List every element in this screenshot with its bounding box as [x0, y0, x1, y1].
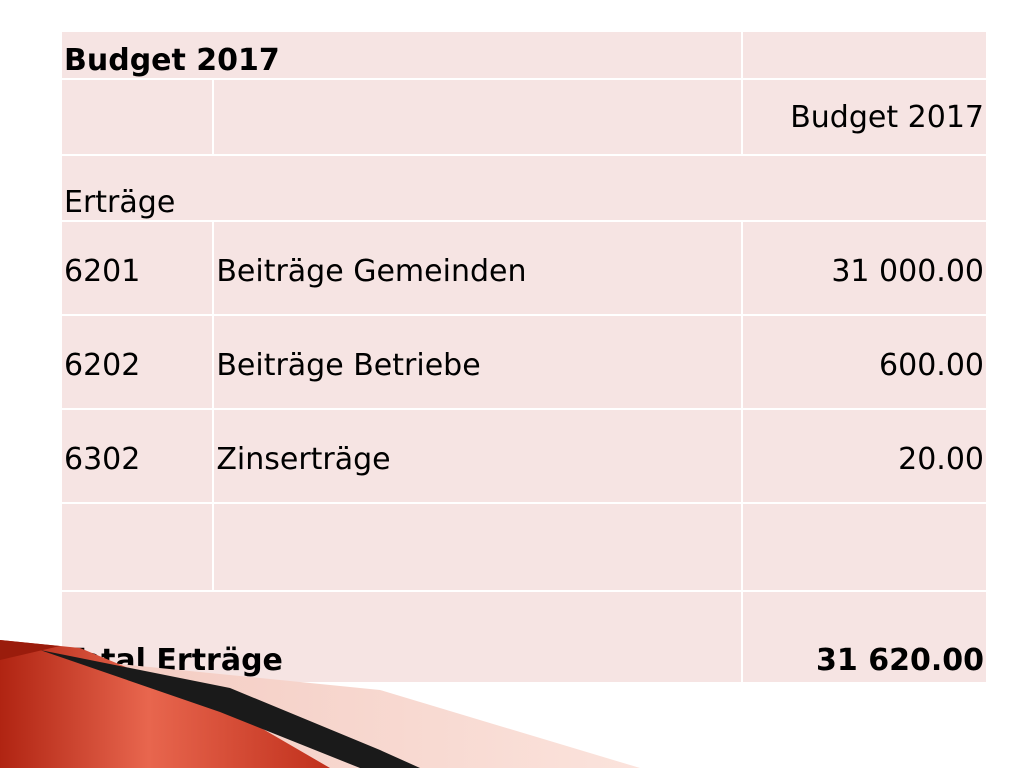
account-amount: 600.00: [741, 314, 988, 410]
table-row: 6201 Beiträge Gemeinden 31 000.00: [59, 220, 988, 316]
empty-cell: [212, 502, 744, 592]
empty-cell: [59, 78, 215, 156]
empty-cell: [741, 502, 988, 592]
section-label: Erträge: [60, 154, 988, 222]
total-amount: 31 620.00: [741, 590, 988, 684]
decorative-dark-band: [40, 650, 420, 768]
table-row: 6202 Beiträge Betriebe 600.00: [59, 314, 988, 410]
account-description: Zinserträge: [212, 408, 744, 504]
decorative-red-band: [0, 640, 330, 768]
account-number: 6302: [59, 408, 215, 504]
account-amount: 20.00: [741, 408, 988, 504]
empty-cell: [59, 502, 215, 592]
account-number: 6202: [59, 314, 215, 410]
table-title-row: Budget 2017: [59, 30, 988, 80]
empty-cell: [212, 78, 744, 156]
section-row: Erträge: [60, 154, 988, 222]
account-amount: 31 000.00: [741, 220, 988, 316]
total-row: Total Erträge 31 620.00: [59, 590, 988, 684]
empty-cell: [741, 30, 988, 80]
budget-table: Budget 2017 Budget 2017 Erträge 6201 Bei…: [59, 30, 988, 684]
table-title: Budget 2017: [59, 30, 744, 80]
decorative-swoosh: [0, 640, 640, 768]
decorative-red-tip: [0, 640, 60, 660]
table-row: 6302 Zinserträge 20.00: [59, 408, 988, 504]
column-header-budget: Budget 2017: [741, 78, 988, 156]
account-number: 6201: [59, 220, 215, 316]
account-description: Beiträge Betriebe: [212, 314, 744, 410]
empty-row: [59, 502, 988, 592]
table-header-row: Budget 2017: [59, 78, 988, 156]
account-description: Beiträge Gemeinden: [212, 220, 744, 316]
total-label: Total Erträge: [59, 590, 744, 684]
